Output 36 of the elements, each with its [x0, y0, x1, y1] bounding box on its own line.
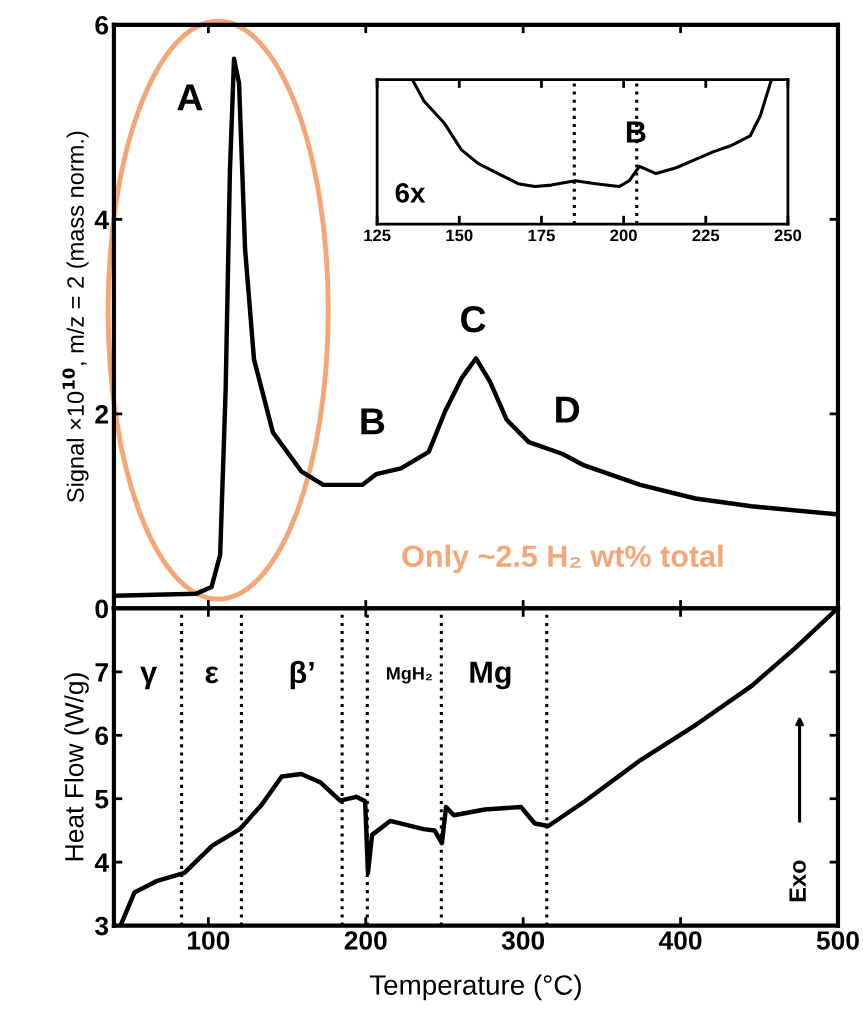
annotation: Exo [789, 860, 806, 902]
y-axis-title: Heat Flow (W/g) [64, 673, 89, 861]
x-tick-label: 225 [692, 229, 720, 242]
x-tick-label: 150 [446, 229, 473, 242]
y-tick-label: 0 [95, 599, 108, 619]
y-tick-label: 5 [95, 790, 109, 809]
x-tick-label: 125 [364, 229, 391, 242]
x-tick-label: 400 [658, 931, 702, 950]
annotation: ε [205, 666, 219, 684]
x-tick-label: 500 [816, 931, 859, 950]
y-tick-label: 7 [95, 663, 108, 682]
x-tick-label: 250 [774, 229, 802, 242]
y-tick-label: 3 [94, 916, 109, 936]
x-tick-label: 300 [501, 931, 545, 950]
y-tick-label: 2 [95, 405, 108, 424]
annotation: A [177, 84, 203, 111]
x-tick-label: 100 [188, 931, 230, 950]
y-tick-label: 6 [95, 726, 109, 746]
x-tick-label: 175 [528, 229, 555, 242]
annotation: 6x [395, 183, 426, 203]
y-tick-label: 4 [94, 853, 109, 872]
x-tick-label: 200 [344, 931, 387, 950]
y-tick-label: 4 [94, 210, 109, 229]
annotation: D [556, 396, 580, 423]
y-tick-label: 6 [95, 15, 109, 35]
annotation: Mg [470, 661, 511, 690]
annotation: MgH₂ [386, 667, 432, 684]
x-tick-label: 200 [610, 229, 637, 242]
annotation: β’ [290, 660, 314, 690]
annotation: Only ~2.5 H₂ wt% total [402, 544, 723, 574]
annotation: B [361, 408, 385, 435]
y-axis-title: Signal ×10$^{10}$, m/z = 2 (mass norm.) [62, 131, 89, 503]
annotation: C [461, 305, 486, 333]
annotation: B [626, 121, 646, 143]
annotation: γ [140, 666, 158, 690]
x-axis-title: Temperature (°C) [369, 974, 581, 1001]
